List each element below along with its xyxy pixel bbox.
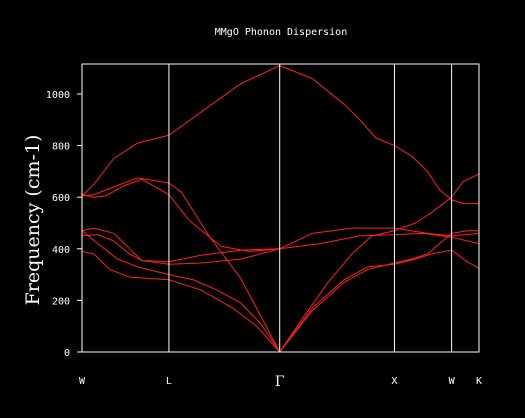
y-axis-label: Frequency (cm-1) (22, 135, 44, 306)
x-tick-label-0: W (79, 376, 86, 387)
dispersion-branch-9 (81, 230, 281, 353)
y-tick-label-3: 600 (52, 193, 70, 204)
ticks-layer: W L Γ X W K 0 200 400 600 800 1000 (46, 90, 482, 390)
x-tick-label-4: W (449, 376, 456, 387)
dispersion-branch-2 (81, 177, 281, 353)
y-tick-label-1: 200 (52, 296, 70, 307)
plot-frame (81, 63, 480, 353)
y-tick-label-0: 0 (64, 348, 70, 359)
dispersion-branch-3 (81, 178, 280, 252)
x-tick-label-2: Γ (275, 374, 285, 390)
y-axis-label-group: Frequency (cm-1) (22, 135, 44, 306)
axes-layer (81, 63, 480, 353)
x-tick-label-3: X (391, 376, 397, 387)
y-tick-label-4: 800 (52, 142, 70, 153)
dispersion-branch-12 (279, 249, 480, 353)
x-tick-label-5: K (476, 376, 482, 387)
dispersion-branch-7 (81, 234, 280, 265)
y-tick-label-2: 400 (52, 245, 70, 256)
y-tick-label-5: 1000 (46, 90, 70, 101)
chart-title: MMgO Phonon Dispersion (215, 27, 347, 38)
dispersion-branch-1 (81, 65, 479, 205)
dispersion-branch-8 (279, 227, 480, 250)
dispersion-branch-10 (279, 230, 479, 353)
x-tick-label-1: L (166, 376, 172, 387)
